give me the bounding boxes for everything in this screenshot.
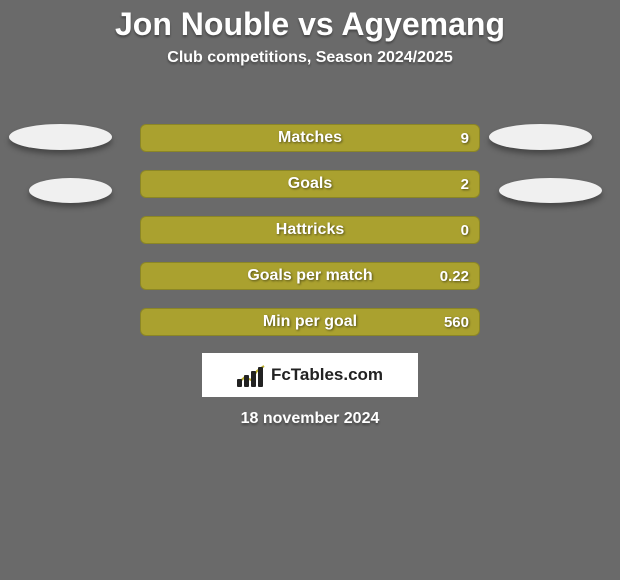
decorative-ellipse: [489, 124, 592, 150]
decorative-ellipse: [499, 178, 602, 203]
stat-label: Matches: [278, 129, 342, 147]
logo-text: FcTables.com: [271, 365, 383, 385]
stat-label: Goals per match: [247, 267, 372, 285]
stat-row: Hattricks 0: [140, 216, 480, 244]
logo-bar-icon: [244, 375, 249, 387]
stat-row: Goals 2: [140, 170, 480, 198]
stat-value: 0: [461, 222, 469, 239]
stat-row: Goals per match 0.22: [140, 262, 480, 290]
logo-bar-icon: [237, 379, 242, 387]
page-title: Jon Nouble vs Agyemang: [0, 0, 620, 43]
stat-bars: Matches 9 Goals 2 Hattricks 0 Goals per match 0…: [140, 124, 480, 354]
stat-label: Hattricks: [276, 221, 344, 239]
stat-value: 2: [461, 176, 469, 193]
logo-bar-icon: [258, 367, 263, 387]
stat-value: 0.22: [440, 268, 469, 285]
decorative-ellipse: [29, 178, 112, 203]
decorative-ellipse: [9, 124, 112, 150]
stat-row: Min per goal 560: [140, 308, 480, 336]
date-text: 18 november 2024: [0, 410, 620, 428]
logo-chart-icon: [237, 363, 265, 387]
stat-value: 9: [461, 130, 469, 147]
stat-label: Goals: [288, 175, 332, 193]
stat-row: Matches 9: [140, 124, 480, 152]
stat-label: Min per goal: [263, 313, 357, 331]
page-subtitle: Club competitions, Season 2024/2025: [0, 49, 620, 67]
stat-value: 560: [444, 314, 469, 331]
logo-bar-icon: [251, 371, 256, 387]
comparison-card: Jon Nouble vs Agyemang Club competitions…: [0, 0, 620, 580]
fctables-logo: FcTables.com: [202, 353, 418, 397]
